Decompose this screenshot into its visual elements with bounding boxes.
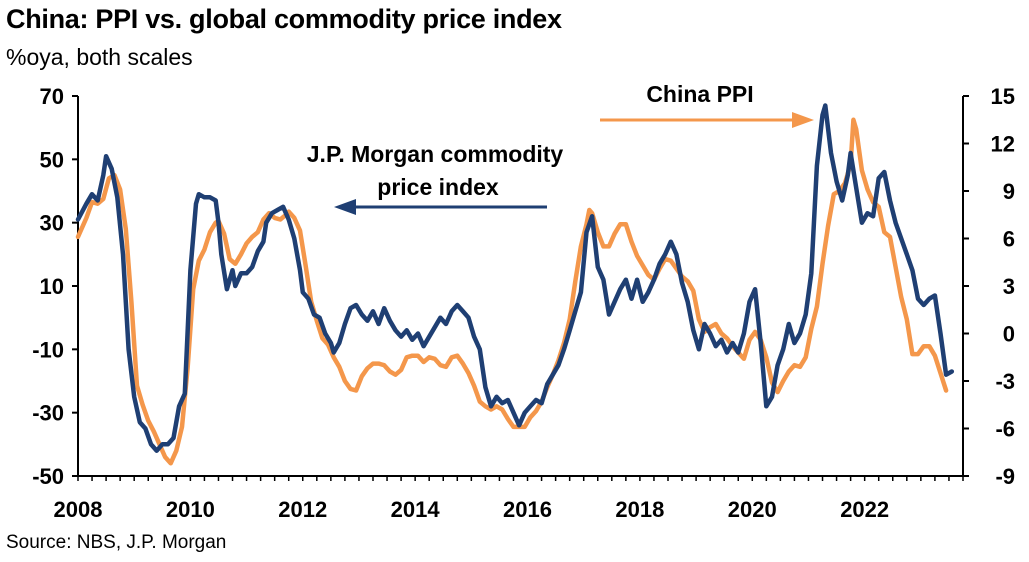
y-right-tick-label: 12 xyxy=(991,132,1015,157)
x-tick-label: 2014 xyxy=(391,497,441,522)
x-tick-label: 2010 xyxy=(166,497,215,522)
x-tick-label: 2020 xyxy=(728,497,777,522)
y-left-tick-label: -30 xyxy=(32,401,64,426)
commodity-arrow-head xyxy=(334,199,356,215)
y-left-tick-label: 10 xyxy=(40,274,64,299)
ppi-arrow-head xyxy=(792,112,814,128)
chart-annotations: J.P. Morgan commodity price index China … xyxy=(307,81,814,215)
y-right-tick-label: -6 xyxy=(995,417,1015,442)
y-right-tick-label: 0 xyxy=(1003,322,1015,347)
x-tick-label: 2008 xyxy=(54,497,103,522)
commodity-index-line xyxy=(75,103,955,453)
y-left-tick-label: 30 xyxy=(40,211,64,236)
x-tick-label: 2016 xyxy=(503,497,552,522)
ppi-label: China PPI xyxy=(646,81,753,107)
x-tick-label: 2018 xyxy=(615,497,664,522)
y-right-tick-label: -9 xyxy=(995,464,1015,489)
y-left-tick-label: 70 xyxy=(40,84,64,109)
commodity-label-line1: J.P. Morgan commodity xyxy=(307,141,564,167)
y-left-tick-label: -50 xyxy=(32,464,64,489)
x-tick-label: 2012 xyxy=(278,497,327,522)
chart-subtitle: %oya, both scales xyxy=(6,44,193,70)
y-right-tick-label: 15 xyxy=(991,84,1015,109)
chart-series xyxy=(75,103,955,466)
y-left-tick-label: 50 xyxy=(40,147,64,172)
y-left-tick-label: -10 xyxy=(32,337,64,362)
y-right-tick-label: 6 xyxy=(1003,227,1015,252)
chart-source: Source: NBS, J.P. Morgan xyxy=(6,532,227,553)
china-ppi-line xyxy=(75,117,949,466)
chart-title: China: PPI vs. global commodity price in… xyxy=(6,4,562,34)
commodity-label-line2: price index xyxy=(377,174,499,200)
x-tick-label: 2022 xyxy=(840,497,889,522)
y-right-tick-label: 9 xyxy=(1003,179,1015,204)
y-right-tick-label: 3 xyxy=(1003,274,1015,299)
y-right-tick-label: -3 xyxy=(995,369,1015,394)
